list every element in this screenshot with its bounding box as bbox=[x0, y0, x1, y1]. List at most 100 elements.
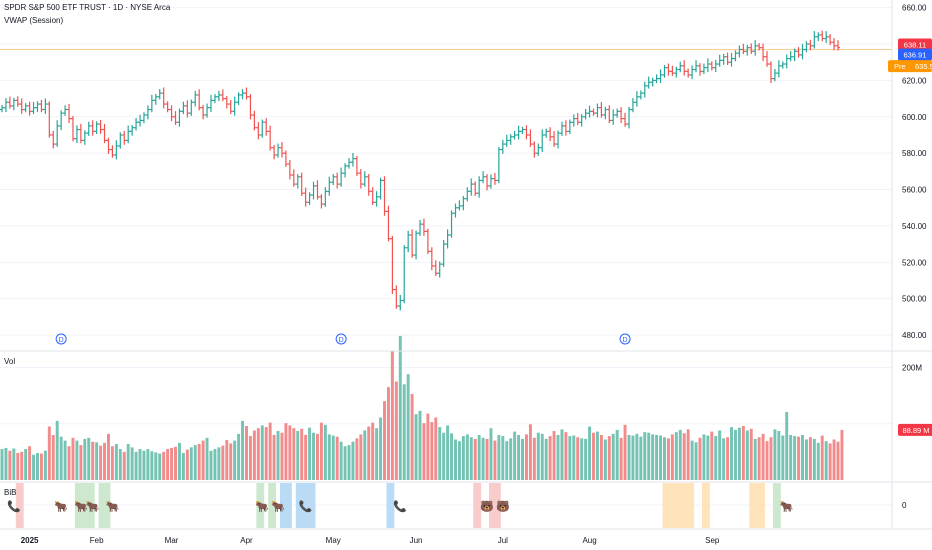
volume-bar bbox=[126, 443, 130, 480]
time-tick-label: Mar bbox=[165, 536, 179, 545]
volume-bar bbox=[552, 431, 556, 480]
price-candle bbox=[134, 118, 139, 131]
last-price-badge-text: 638.11 bbox=[904, 40, 926, 49]
price-candle bbox=[492, 172, 497, 185]
volume-bar bbox=[505, 441, 509, 480]
volume-bar bbox=[367, 426, 371, 480]
price-candle bbox=[197, 89, 202, 111]
price-candle bbox=[59, 110, 64, 131]
price-candle bbox=[784, 54, 789, 69]
price-candle bbox=[520, 126, 525, 135]
volume-bar bbox=[599, 434, 603, 480]
volume-bar bbox=[702, 434, 706, 480]
price-candle bbox=[418, 219, 422, 236]
volume-bar bbox=[260, 425, 264, 480]
price-candle bbox=[717, 54, 722, 67]
volume-bar bbox=[410, 393, 414, 480]
volume-bar bbox=[769, 437, 773, 480]
signal-band bbox=[749, 483, 766, 528]
price-candle bbox=[607, 105, 612, 124]
price-candle bbox=[753, 40, 758, 56]
price-candle bbox=[615, 108, 620, 118]
price-candle bbox=[611, 109, 616, 125]
volume-bar bbox=[118, 449, 122, 480]
price-candle bbox=[110, 145, 115, 158]
volume-bar bbox=[201, 440, 205, 480]
price-candle bbox=[745, 44, 750, 56]
volume-bar bbox=[422, 423, 426, 480]
price-tick-label: 520.00 bbox=[902, 258, 927, 267]
signal-axis[interactable]: 0 bbox=[902, 501, 907, 510]
price-candle bbox=[603, 106, 608, 120]
signal-band bbox=[489, 483, 501, 528]
volume-bar bbox=[785, 411, 789, 480]
price-candle bbox=[713, 59, 718, 73]
volume-pane-label[interactable]: Vol bbox=[4, 357, 16, 366]
volume-bar bbox=[0, 449, 4, 480]
dividend-marker bbox=[55, 333, 67, 345]
volume-bar bbox=[36, 452, 39, 480]
volume-bar bbox=[177, 442, 181, 480]
signal-marker: 📞 bbox=[7, 499, 21, 513]
volume-bar bbox=[568, 436, 572, 480]
volume-bar bbox=[517, 434, 521, 480]
price-candle bbox=[63, 105, 68, 116]
price-candle bbox=[31, 102, 36, 115]
price-candle bbox=[283, 150, 288, 167]
price-candle bbox=[264, 118, 269, 136]
volume-bar bbox=[335, 436, 339, 480]
price-candle bbox=[709, 61, 714, 71]
price-candle bbox=[98, 119, 103, 134]
volume-bar bbox=[560, 429, 564, 480]
signal-pane-label[interactable]: BiB bbox=[4, 488, 17, 497]
volume-bar bbox=[63, 440, 67, 480]
price-candle bbox=[820, 30, 825, 42]
volume-bar bbox=[666, 438, 670, 480]
price-candle bbox=[634, 91, 639, 107]
volume-bar bbox=[24, 449, 28, 480]
price-candle bbox=[86, 121, 91, 136]
symbol-title[interactable]: SPDR S&P 500 ETF TRUST · 1D · NYSE Arca bbox=[4, 3, 171, 12]
signal-band bbox=[280, 483, 292, 528]
time-tick-label: Jun bbox=[410, 536, 423, 545]
price-candle bbox=[378, 177, 383, 200]
price-candle bbox=[74, 125, 79, 143]
volume-bar bbox=[39, 453, 43, 480]
price-candle bbox=[78, 123, 83, 144]
time-tick-label: Aug bbox=[582, 536, 596, 545]
volume-bar bbox=[595, 431, 599, 480]
price-candle bbox=[481, 171, 486, 184]
volume-bar bbox=[304, 434, 308, 480]
volume-bar bbox=[430, 422, 434, 480]
volume-axis[interactable]: 200M bbox=[902, 363, 922, 372]
price-candle bbox=[421, 218, 426, 236]
price-candle bbox=[528, 129, 533, 147]
volume-bar bbox=[804, 439, 808, 480]
volume-bar bbox=[355, 438, 359, 480]
price-candle bbox=[583, 108, 588, 120]
volume-bar bbox=[51, 434, 55, 480]
price-candle bbox=[287, 159, 292, 180]
volume-bar bbox=[339, 441, 343, 480]
volume-bar bbox=[528, 424, 532, 480]
volume-gridlines bbox=[0, 366, 892, 506]
price-candle bbox=[532, 141, 537, 158]
volume-bar bbox=[781, 435, 785, 480]
volume-bar bbox=[836, 441, 840, 480]
volume-bar bbox=[363, 430, 367, 480]
volume-bar bbox=[461, 436, 465, 480]
time-axis[interactable]: 2025 Feb Mar Apr May Jun Jul Aug Sep bbox=[21, 536, 720, 545]
volume-bar bbox=[730, 427, 734, 480]
signal-band bbox=[701, 483, 710, 528]
signal-marker: 🐂 bbox=[106, 500, 120, 513]
price-candle bbox=[579, 114, 584, 127]
volume-bar bbox=[801, 434, 804, 480]
volume-bar bbox=[603, 439, 607, 480]
price-candle bbox=[311, 181, 316, 200]
price-candle bbox=[516, 125, 521, 140]
indicator-label[interactable]: VWAP (Session) bbox=[4, 16, 64, 25]
volume-bar bbox=[134, 451, 138, 480]
volume-bar bbox=[248, 436, 252, 480]
price-candle bbox=[812, 31, 817, 49]
